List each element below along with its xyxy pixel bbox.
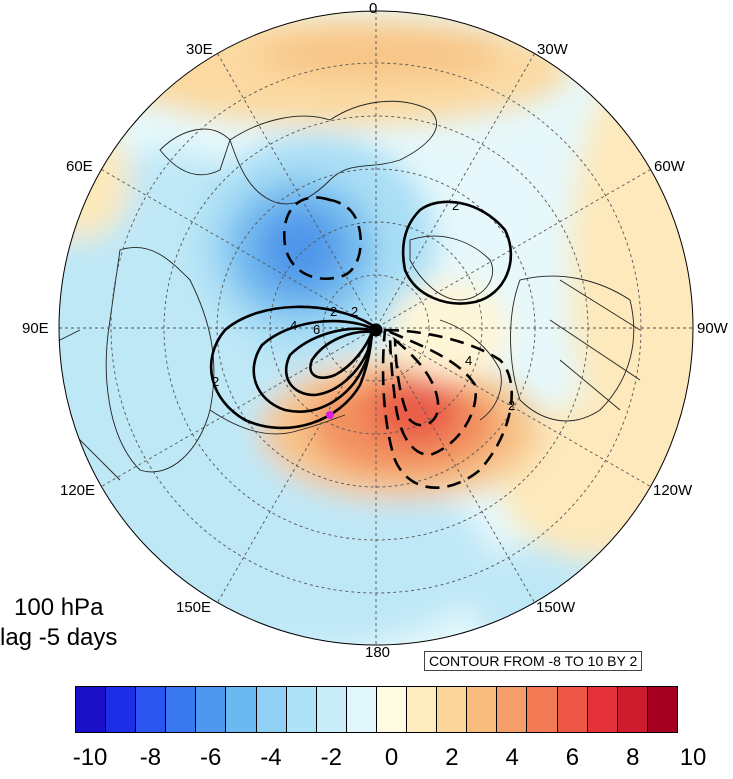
contour-label: 2	[452, 198, 459, 213]
contour-label: 2	[212, 374, 219, 389]
graticule	[59, 11, 693, 645]
map-boundary	[58, 10, 694, 646]
colorbar-tick-label: -8	[139, 744, 162, 771]
longitude-label: 0	[369, 0, 378, 17]
colorbar-cell	[76, 687, 107, 732]
pressure-level-title: 100 hPa	[14, 594, 104, 621]
lag-title: lag -5 days	[0, 624, 118, 651]
contour-label: 4	[465, 353, 472, 368]
contour-lines	[209, 196, 513, 489]
colorbar-cell	[196, 687, 227, 732]
colorbar-cell	[437, 687, 468, 732]
longitude-label: 90W	[697, 320, 728, 337]
colorbar-tick-label: -6	[200, 744, 222, 771]
colorbar-cell	[557, 687, 588, 732]
negative-contour	[282, 196, 362, 280]
colorbar-tick-label: 2	[445, 744, 459, 771]
contour-label: 2	[351, 304, 358, 319]
colorbar-tick-label: -2	[320, 744, 342, 771]
longitude-label: 150E	[176, 599, 212, 616]
colorbar-cell	[226, 687, 257, 732]
colorbar-cell	[136, 687, 167, 732]
colorbar-tick-label: 10	[679, 744, 707, 771]
positive-contour	[209, 305, 374, 430]
negative-contour	[393, 337, 440, 427]
contour-label: 2	[330, 304, 337, 319]
longitude-label: 150W	[536, 599, 576, 616]
longitude-label: 180	[365, 644, 391, 661]
contour-label: 2	[508, 398, 515, 413]
colorbar-tick-label: -4	[260, 744, 282, 771]
colorbar-cell	[166, 687, 197, 732]
colorbar-tick-label: 4	[505, 744, 519, 771]
contour-info-box: CONTOUR FROM -8 TO 10 BY 2	[424, 651, 643, 671]
colorbar-cell	[617, 687, 648, 732]
longitude-label: 90E	[22, 320, 49, 337]
longitude-label: 30W	[537, 41, 568, 58]
colorbar-cell	[467, 687, 498, 732]
colorbar-tick-label: 0	[384, 744, 399, 771]
colorbar-cell	[316, 687, 347, 732]
negative-contour	[388, 330, 478, 457]
colorbar-tick-label: -10	[72, 744, 108, 771]
longitude-label: 30E	[186, 41, 213, 58]
longitude-label: 120E	[60, 482, 96, 499]
colorbar-cell	[376, 687, 408, 732]
colorbar-tick-label: 6	[565, 744, 580, 771]
longitude-label: 60E	[66, 158, 93, 175]
colorbar-cell	[256, 687, 287, 732]
contour-label-group: 2 2 2 4 6 2 2 4	[212, 198, 515, 413]
colorbar-cell	[286, 687, 317, 732]
positive-contour	[284, 327, 374, 397]
contour-label: 6	[313, 322, 320, 337]
longitude-label: 120W	[653, 482, 693, 499]
longitude-label: 60W	[654, 158, 685, 175]
colorbar	[75, 686, 678, 733]
positive-contour	[309, 330, 374, 380]
colorbar-cell	[407, 687, 438, 732]
colorbar-cell	[497, 687, 528, 732]
colorbar-cell	[346, 687, 377, 732]
contour-label: 4	[290, 318, 297, 333]
colorbar-tick-label: 8	[626, 744, 640, 771]
positive-contour	[401, 200, 513, 305]
negative-contour	[381, 328, 513, 489]
positive-contour	[252, 319, 374, 413]
reference-point-marker	[326, 411, 334, 419]
colorbar-cell	[527, 687, 558, 732]
colorbar-cell	[587, 687, 618, 732]
colorbar-cell	[647, 687, 677, 732]
colorbar-cell	[106, 687, 137, 732]
coastlines	[59, 100, 641, 481]
